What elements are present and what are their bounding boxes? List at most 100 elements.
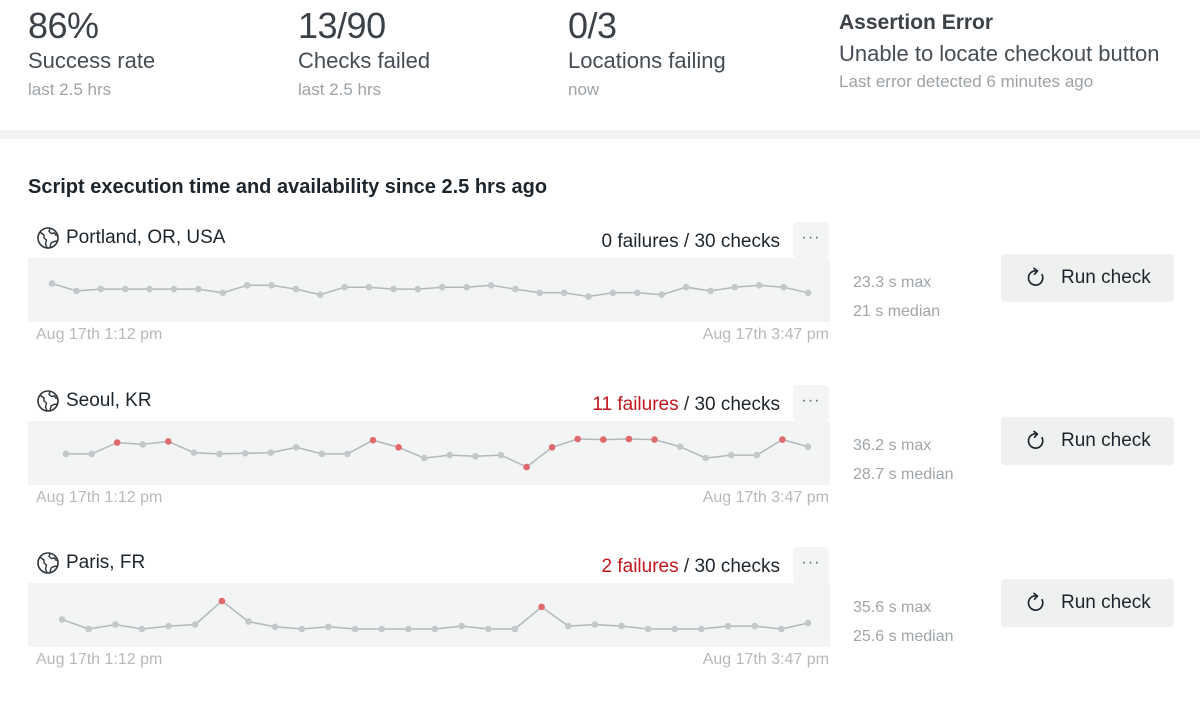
failed-check-point[interactable] bbox=[625, 435, 633, 443]
more-options-button[interactable]: ··· bbox=[793, 222, 829, 258]
check-point[interactable] bbox=[804, 289, 812, 297]
check-point[interactable] bbox=[618, 622, 625, 630]
check-point[interactable] bbox=[804, 619, 812, 627]
check-point[interactable] bbox=[405, 625, 412, 633]
check-point[interactable] bbox=[446, 451, 454, 459]
check-point[interactable] bbox=[268, 282, 275, 289]
check-point[interactable] bbox=[438, 283, 446, 291]
check-point[interactable] bbox=[293, 444, 300, 451]
check-point[interactable] bbox=[676, 443, 684, 450]
max-time: 23.3 s max bbox=[853, 274, 932, 291]
failed-check-point[interactable] bbox=[779, 436, 786, 443]
check-point[interactable] bbox=[644, 625, 652, 633]
check-point[interactable] bbox=[658, 291, 665, 298]
check-point[interactable] bbox=[753, 451, 761, 459]
check-point[interactable] bbox=[97, 285, 105, 293]
failure-count: 0 failures bbox=[601, 231, 679, 252]
check-point[interactable] bbox=[271, 623, 279, 631]
failed-check-point[interactable] bbox=[218, 597, 226, 605]
run-check-button[interactable]: Run check bbox=[1001, 579, 1174, 627]
check-point[interactable] bbox=[62, 450, 70, 458]
failed-check-point[interactable] bbox=[574, 435, 581, 443]
check-point[interactable] bbox=[267, 449, 274, 456]
check-point[interactable] bbox=[414, 285, 422, 293]
check-point[interactable] bbox=[365, 283, 373, 291]
check-point[interactable] bbox=[243, 282, 251, 289]
check-point[interactable] bbox=[219, 289, 226, 297]
check-point[interactable] bbox=[682, 283, 690, 291]
check-point[interactable] bbox=[317, 291, 324, 298]
check-point[interactable] bbox=[298, 625, 306, 633]
failed-check-point[interactable] bbox=[165, 438, 172, 445]
failed-check-point[interactable] bbox=[523, 463, 530, 471]
check-point[interactable] bbox=[536, 289, 543, 297]
check-point[interactable] bbox=[634, 289, 641, 297]
check-point[interactable] bbox=[48, 280, 56, 287]
check-point[interactable] bbox=[85, 625, 92, 633]
check-point[interactable] bbox=[245, 618, 252, 625]
more-options-button[interactable]: ··· bbox=[793, 385, 829, 421]
check-point[interactable] bbox=[778, 625, 785, 633]
check-point[interactable] bbox=[463, 283, 470, 291]
check-point[interactable] bbox=[458, 622, 465, 630]
check-point[interactable] bbox=[731, 283, 739, 291]
failed-check-point[interactable] bbox=[538, 603, 545, 611]
check-point[interactable] bbox=[512, 285, 519, 293]
check-point[interactable] bbox=[344, 450, 351, 458]
check-point[interactable] bbox=[702, 454, 709, 462]
check-point[interactable] bbox=[139, 441, 147, 448]
more-options-button[interactable]: ··· bbox=[793, 547, 829, 583]
failed-check-point[interactable] bbox=[369, 436, 377, 444]
check-point[interactable] bbox=[751, 622, 758, 630]
check-point[interactable] bbox=[780, 283, 787, 291]
check-point[interactable] bbox=[341, 283, 348, 291]
check-point[interactable] bbox=[390, 285, 397, 293]
check-point[interactable] bbox=[487, 282, 495, 289]
check-point[interactable] bbox=[318, 450, 326, 458]
check-point[interactable] bbox=[420, 454, 428, 462]
failed-check-point[interactable] bbox=[113, 439, 121, 446]
check-point[interactable] bbox=[195, 285, 202, 293]
check-point[interactable] bbox=[698, 625, 705, 633]
check-point[interactable] bbox=[121, 285, 129, 293]
check-point[interactable] bbox=[511, 625, 519, 633]
check-point[interactable] bbox=[191, 621, 199, 628]
check-point[interactable] bbox=[88, 450, 95, 458]
error-detected-time: Last error detected 6 minutes ago bbox=[839, 72, 1094, 91]
check-point[interactable] bbox=[292, 285, 300, 293]
check-point[interactable] bbox=[190, 449, 198, 456]
failed-check-point[interactable] bbox=[600, 436, 607, 443]
check-point[interactable] bbox=[431, 625, 439, 633]
check-point[interactable] bbox=[138, 625, 146, 633]
check-point[interactable] bbox=[58, 616, 66, 623]
check-point[interactable] bbox=[727, 451, 735, 459]
check-point[interactable] bbox=[564, 622, 572, 630]
check-point[interactable] bbox=[671, 625, 679, 633]
check-point[interactable] bbox=[170, 285, 178, 293]
check-point[interactable] bbox=[241, 450, 249, 457]
check-point[interactable] bbox=[472, 453, 479, 460]
check-point[interactable] bbox=[73, 287, 80, 295]
run-check-button[interactable]: Run check bbox=[1001, 417, 1174, 465]
check-point[interactable] bbox=[591, 621, 599, 628]
check-point[interactable] bbox=[755, 282, 763, 289]
check-point[interactable] bbox=[325, 623, 332, 631]
check-point[interactable] bbox=[724, 622, 732, 630]
check-point[interactable] bbox=[804, 443, 812, 450]
failed-check-point[interactable] bbox=[548, 444, 556, 451]
check-point[interactable] bbox=[146, 285, 153, 293]
failed-check-point[interactable] bbox=[395, 444, 402, 451]
check-point[interactable] bbox=[485, 625, 492, 633]
check-point[interactable] bbox=[707, 287, 714, 295]
check-point[interactable] bbox=[112, 621, 119, 628]
run-check-button[interactable]: Run check bbox=[1001, 254, 1174, 302]
check-point[interactable] bbox=[351, 625, 359, 633]
check-point[interactable] bbox=[585, 293, 592, 300]
check-point[interactable] bbox=[560, 289, 568, 297]
check-point[interactable] bbox=[165, 622, 172, 630]
check-point[interactable] bbox=[216, 450, 223, 458]
failed-check-point[interactable] bbox=[651, 436, 658, 443]
check-point[interactable] bbox=[497, 451, 505, 459]
check-point[interactable] bbox=[378, 625, 386, 633]
check-point[interactable] bbox=[609, 289, 617, 297]
